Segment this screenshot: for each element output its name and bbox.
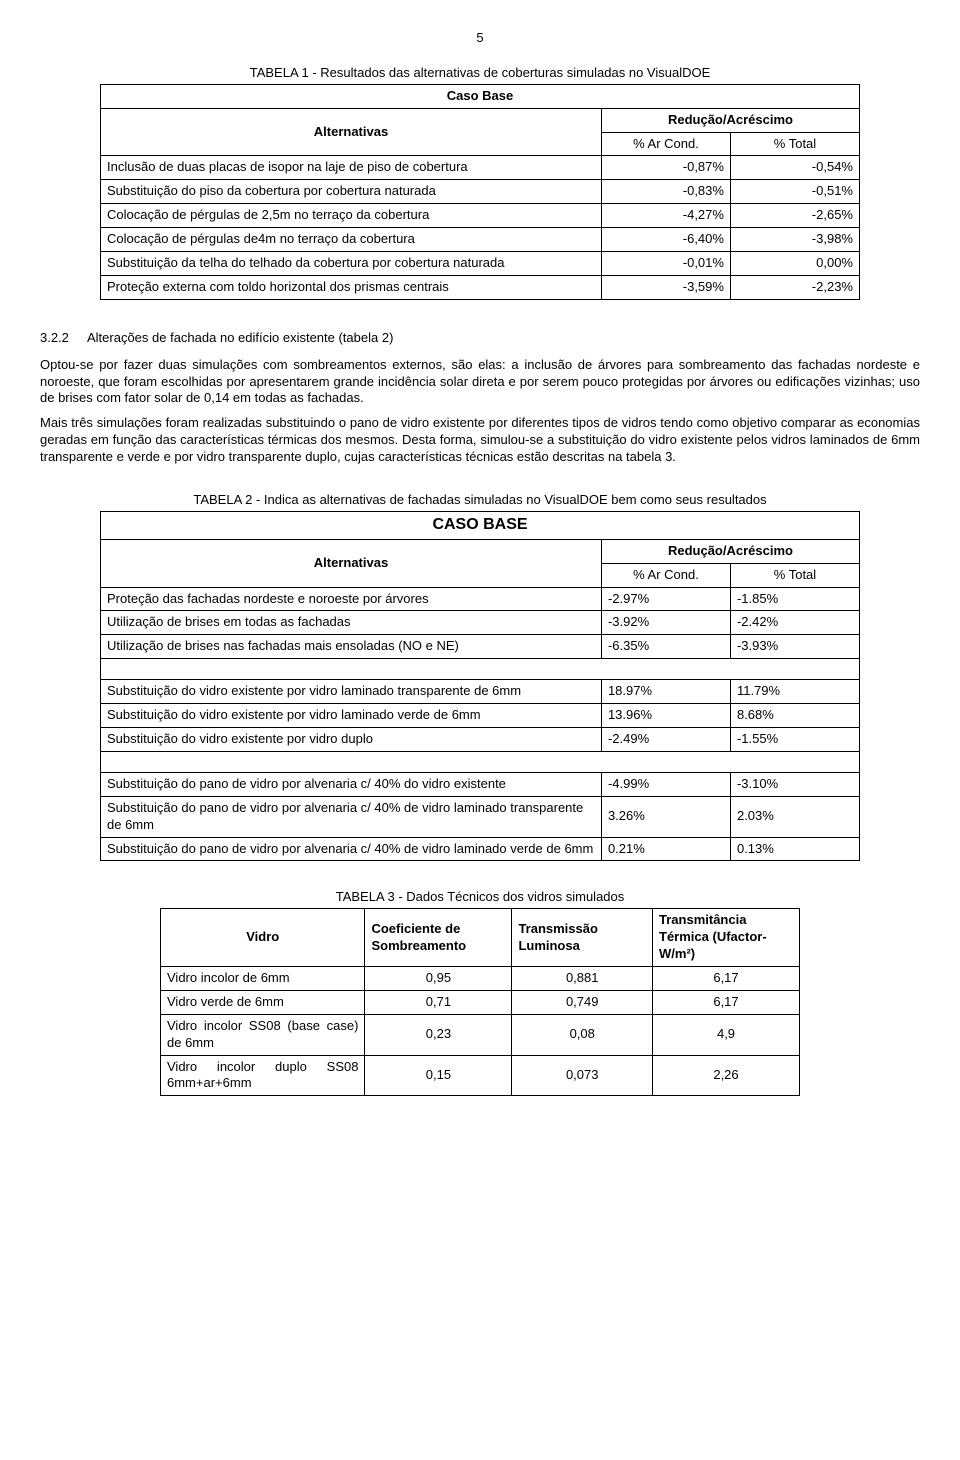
table-row: Vidro incolor SS08 (base case) de 6mm0,2… bbox=[161, 1014, 800, 1055]
table-row: Substituição do pano de vidro por alvena… bbox=[101, 837, 860, 861]
table-row: Substituição do pano de vidro por alvena… bbox=[101, 796, 860, 837]
table-row: Substituição do pano de vidro por alvena… bbox=[101, 772, 860, 796]
table1-alt-header: Alternativas bbox=[101, 108, 602, 156]
paragraph-1: Optou-se por fazer duas simulações com s… bbox=[40, 357, 920, 408]
table3-col-trans: Transmissão Luminosa bbox=[512, 909, 653, 967]
table-row: Utilização de brises nas fachadas mais e… bbox=[101, 635, 860, 659]
table-row: Substituição da telha do telhado da cobe… bbox=[101, 252, 860, 276]
table-row: Colocação de pérgulas de4m no terraço da… bbox=[101, 228, 860, 252]
table1-reducao-header: Redução/Acréscimo bbox=[601, 108, 859, 132]
table3-caption: TABELA 3 - Dados Técnicos dos vidros sim… bbox=[40, 889, 920, 906]
table1: Caso Base Alternativas Redução/Acréscimo… bbox=[100, 84, 860, 300]
table2-casobase: CASO BASE bbox=[101, 511, 860, 539]
table-row: Substituição do vidro existente por vidr… bbox=[101, 680, 860, 704]
table-row: Substituição do piso da cobertura por co… bbox=[101, 180, 860, 204]
table-row: Inclusão de duas placas de isopor na laj… bbox=[101, 156, 860, 180]
table-row: Utilização de brises em todas as fachada… bbox=[101, 611, 860, 635]
table-row: Proteção externa com toldo horizontal do… bbox=[101, 275, 860, 299]
section-num: 3.2.2 bbox=[40, 330, 69, 345]
table1-casobase: Caso Base bbox=[101, 84, 860, 108]
page-number: 5 bbox=[40, 30, 920, 47]
table3-col-vidro: Vidro bbox=[161, 909, 365, 967]
table1-caption: TABELA 1 - Resultados das alternativas d… bbox=[40, 65, 920, 82]
section-heading: 3.2.2 Alterações de fachada no edifício … bbox=[40, 330, 920, 347]
table2: CASO BASE Alternativas Redução/Acréscimo… bbox=[100, 511, 860, 861]
table-row: Substituição do vidro existente por vidr… bbox=[101, 704, 860, 728]
table-row: Vidro verde de 6mm0,710,7496,17 bbox=[161, 990, 800, 1014]
table3-col-coef: Coeficiente de Sombreamento bbox=[365, 909, 512, 967]
table2-col-total: % Total bbox=[730, 563, 859, 587]
table-row: Colocação de pérgulas de 2,5m no terraço… bbox=[101, 204, 860, 228]
table2-col-ar: % Ar Cond. bbox=[601, 563, 730, 587]
spacer-row bbox=[101, 751, 860, 772]
table-row: Proteção das fachadas nordeste e noroest… bbox=[101, 587, 860, 611]
spacer-row bbox=[101, 659, 860, 680]
table-row: Vidro incolor duplo SS08 6mm+ar+6mm0,150… bbox=[161, 1055, 800, 1096]
table2-reducao-header: Redução/Acréscimo bbox=[601, 539, 859, 563]
table2-caption: TABELA 2 - Indica as alternativas de fac… bbox=[40, 492, 920, 509]
table3: Vidro Coeficiente de Sombreamento Transm… bbox=[160, 908, 800, 1096]
table-row: Substituição do vidro existente por vidr… bbox=[101, 727, 860, 751]
section-title: Alterações de fachada no edifício existe… bbox=[87, 330, 393, 345]
table1-col-total: % Total bbox=[730, 132, 859, 156]
table3-col-ufactor: Transmitância Térmica (Ufactor-W/m²) bbox=[653, 909, 800, 967]
table1-col-ar: % Ar Cond. bbox=[601, 132, 730, 156]
paragraph-2: Mais três simulações foram realizadas su… bbox=[40, 415, 920, 466]
table-row: Vidro incolor de 6mm0,950,8816,17 bbox=[161, 966, 800, 990]
table2-alt-header: Alternativas bbox=[101, 539, 602, 587]
